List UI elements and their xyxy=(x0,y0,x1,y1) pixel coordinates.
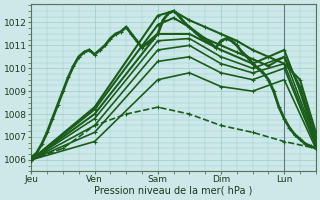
X-axis label: Pression niveau de la mer( hPa ): Pression niveau de la mer( hPa ) xyxy=(94,186,253,196)
